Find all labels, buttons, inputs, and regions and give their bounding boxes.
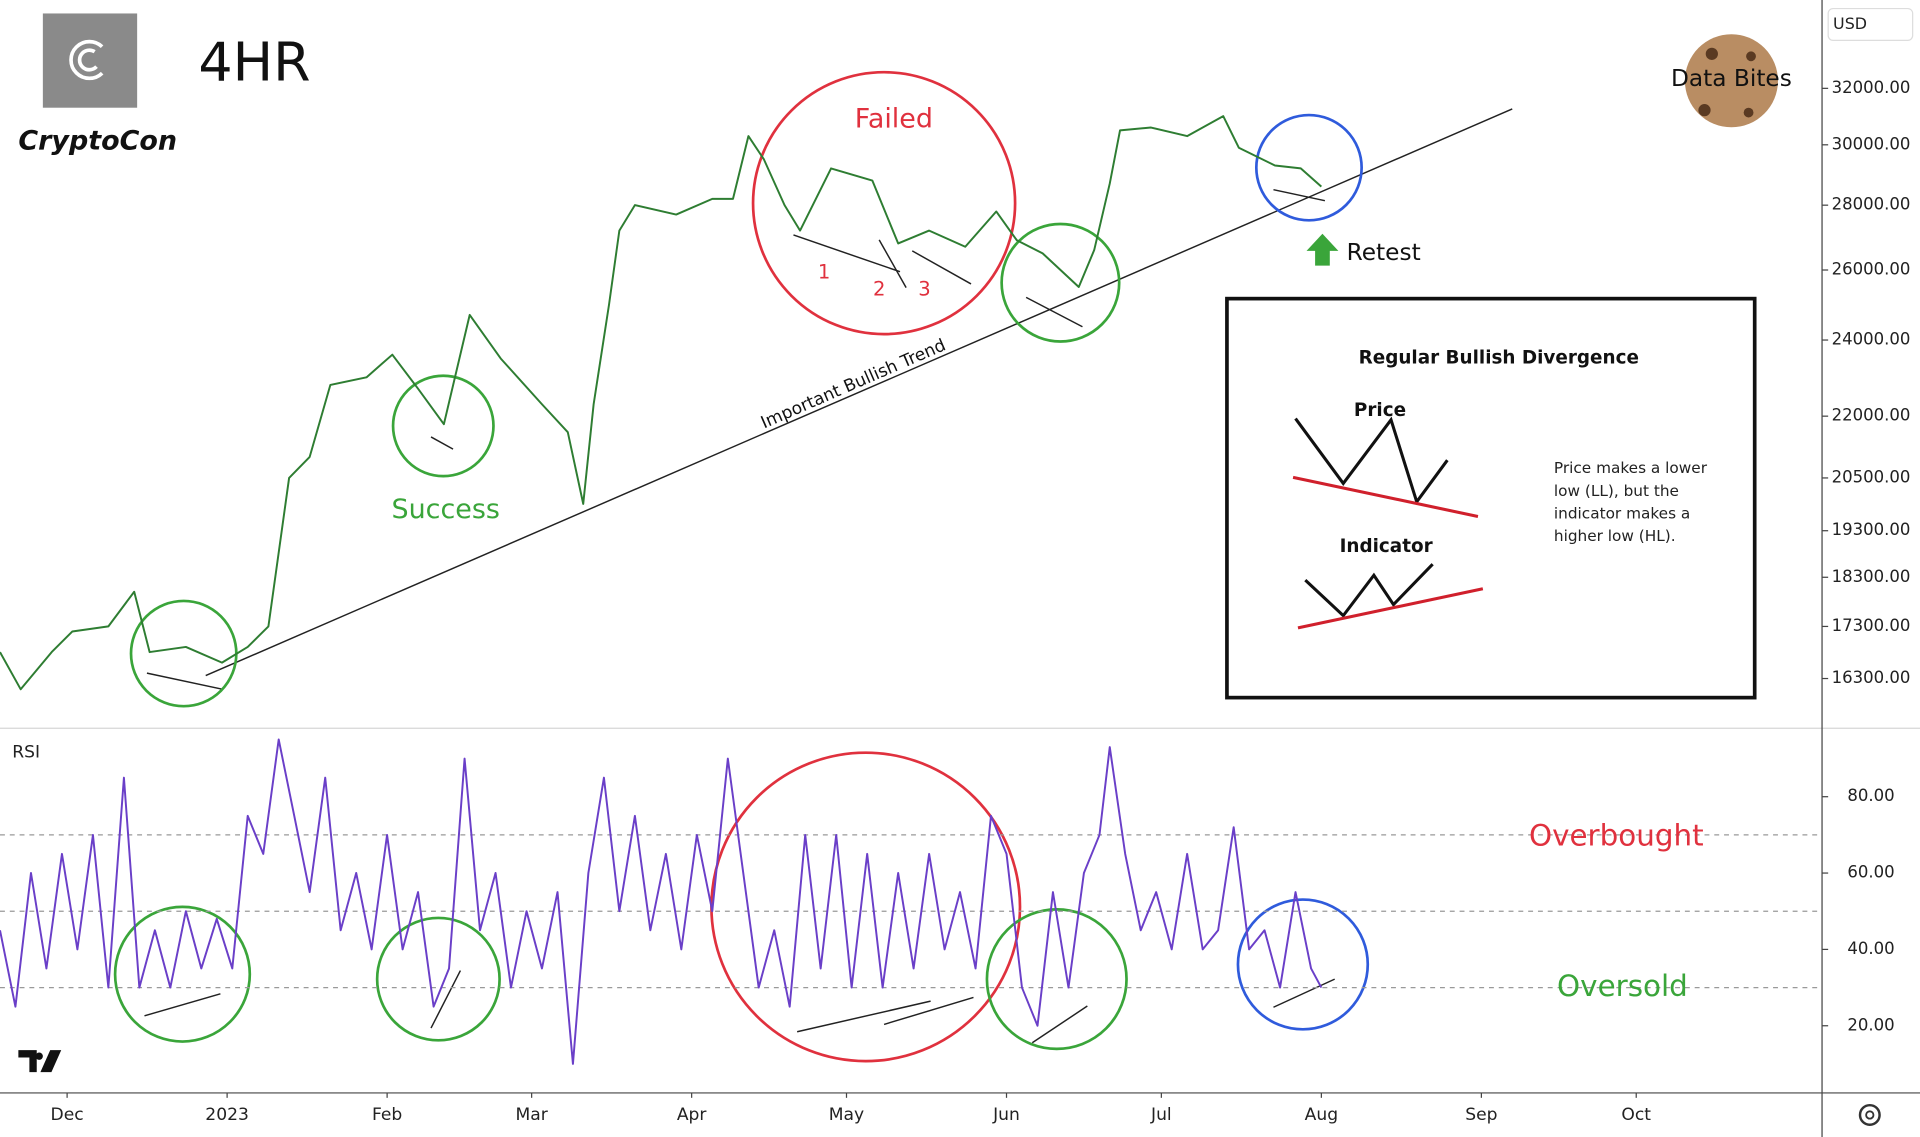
annotation: Failed	[855, 103, 933, 134]
inset-note-line: Price makes a lower	[1554, 459, 1708, 477]
y-tick-label: 40.00	[1847, 939, 1894, 958]
x-tick-label: Aug	[1305, 1105, 1338, 1125]
series-line	[0, 115, 1322, 691]
settings-icon[interactable]	[1865, 1110, 1875, 1120]
settings-button[interactable]	[1858, 1103, 1881, 1126]
x-tick-label: May	[829, 1105, 864, 1125]
divergence-line	[144, 993, 221, 1017]
currency-button[interactable]	[1827, 7, 1914, 42]
retest-arrow	[1306, 233, 1339, 266]
x-tick-label: Jun	[992, 1105, 1020, 1125]
divergence-line	[1273, 188, 1326, 202]
cookie-chip	[1743, 107, 1754, 118]
x-tick-label: Jul	[1150, 1105, 1172, 1125]
x-tick-label: Apr	[677, 1105, 708, 1125]
highlight-circle	[1000, 222, 1121, 343]
divergence-line	[793, 234, 901, 273]
highlight-circle	[113, 905, 252, 1043]
annotation: 2	[873, 278, 885, 301]
y-tick-label: 28000.00	[1832, 195, 1911, 214]
divergence-line	[911, 250, 972, 285]
highlight-circle	[1236, 898, 1370, 1031]
annotation: Retest	[1347, 239, 1421, 266]
y-tick-label: 18300.00	[1832, 567, 1911, 586]
divergence-line	[1025, 296, 1083, 328]
highlight-circles	[113, 70, 1370, 1063]
y-tick-label: 20500.00	[1832, 467, 1911, 486]
series-line	[0, 738, 1323, 1065]
panel-title: RSI	[12, 743, 40, 763]
currency[interactable]: USD	[1833, 14, 1867, 33]
divergence-line	[796, 1000, 931, 1033]
inset-title: Regular Bullish Divergence	[1359, 348, 1639, 369]
inset-indicator-label: Indicator	[1340, 536, 1433, 557]
x-tick-label: 2023	[205, 1105, 249, 1125]
inset-price-line	[1292, 475, 1479, 518]
annotation: Oversold	[1557, 969, 1688, 1003]
timeframe: 4HR	[198, 31, 310, 94]
y-tick-label: 60.00	[1847, 863, 1894, 882]
inset-price-label: Price	[1354, 400, 1406, 421]
annotation: 3	[918, 278, 930, 301]
y-tick-label: 80.00	[1847, 786, 1894, 805]
author: CryptoCon	[18, 125, 177, 156]
divergence-line	[1273, 978, 1336, 1008]
divergence-line	[430, 436, 454, 450]
logo-mark	[77, 48, 102, 72]
divergence-line	[883, 996, 974, 1026]
annotation: 1	[818, 260, 830, 283]
tv-logo-dot	[35, 1052, 43, 1060]
divergence-line	[1031, 1005, 1088, 1044]
y-tick-label: 26000.00	[1832, 260, 1911, 279]
y-tick-label: 22000.00	[1832, 406, 1911, 425]
inset-indicator-zigzag	[1304, 563, 1434, 618]
y-tick-label: 19300.00	[1832, 520, 1911, 539]
cookie-chip	[1705, 47, 1718, 60]
inset-note-line: higher low (HL).	[1554, 527, 1676, 545]
trendline	[205, 108, 1513, 677]
tv-logo	[18, 1050, 62, 1073]
x-tick-label: Feb	[372, 1105, 402, 1125]
logo-mark	[69, 39, 110, 81]
y-tick-label: 30000.00	[1832, 134, 1911, 153]
highlight-circle	[1254, 113, 1363, 222]
y-tick-label: 17300.00	[1832, 616, 1911, 635]
y-tick-label: 32000.00	[1832, 78, 1911, 97]
cookie-chip	[1746, 51, 1756, 62]
highlight-circle	[751, 70, 1017, 336]
inset-note-line: low (LL), but the	[1554, 482, 1679, 500]
annotation: Success	[392, 494, 500, 525]
x-tick-label: Sep	[1465, 1105, 1497, 1125]
divergence-line	[878, 239, 907, 288]
divergence-line	[430, 970, 462, 1029]
cookie-chip	[1698, 104, 1711, 117]
divergence-line	[146, 672, 222, 690]
inset-note: Price makes a lower low (LL), but the indi…	[1554, 459, 1708, 545]
annotation: Overbought	[1529, 819, 1704, 853]
x-tick-label: Mar	[515, 1105, 548, 1125]
inset-indicator-line	[1297, 587, 1484, 630]
y-tick-label: 16300.00	[1832, 668, 1911, 687]
highlight-circle	[375, 916, 501, 1042]
x-tick-label: Dec	[51, 1105, 84, 1125]
inset-box	[1225, 296, 1757, 700]
brand: Data Bites	[1671, 65, 1792, 92]
highlight-circle	[391, 374, 495, 478]
divergence-lines	[144, 188, 1336, 1044]
y-tick-label: 24000.00	[1832, 330, 1911, 349]
logo	[42, 13, 138, 108]
x-tick-label: Oct	[1621, 1105, 1651, 1125]
y-tick-label: 20.00	[1847, 1015, 1894, 1034]
inset-note-line: indicator makes a	[1554, 505, 1690, 523]
inset-price-zigzag	[1294, 416, 1449, 506]
